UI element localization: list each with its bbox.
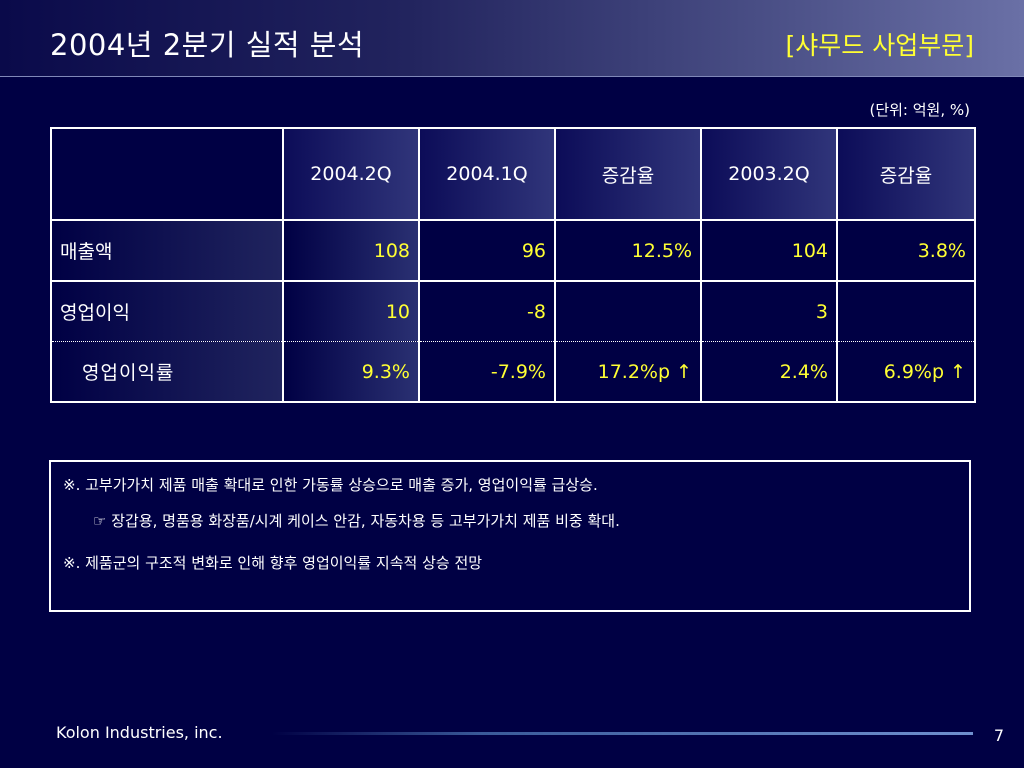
slide-title: 2004년 2분기 실적 분석 — [50, 28, 365, 62]
table-cell — [554, 280, 702, 342]
table-cell: 108 — [282, 219, 420, 282]
page-number: 7 — [993, 726, 1004, 745]
performance-table: 2004.2Q 2004.1Q 증감율 2003.2Q 증감율 매출액 108 … — [50, 127, 976, 403]
table-cell: 6.9%p ↑ — [836, 341, 976, 403]
table-cell: 10 — [282, 280, 420, 342]
row-label: 매출액 — [50, 219, 284, 282]
table-cell — [836, 280, 976, 342]
unit-note: (단위: 억원, %) — [869, 101, 970, 119]
table-cell: 3 — [700, 280, 838, 342]
note-line: ※. 제품군의 구조적 변화로 인해 향후 영업이익률 지속적 상승 전망 — [63, 554, 483, 572]
table-row: 영업이익 10 -8 3 — [50, 280, 976, 342]
table-row: 매출액 108 96 12.5% 104 3.8% — [50, 219, 976, 282]
table-header-cell: 증감율 — [836, 127, 976, 221]
table-row: 영업이익률 9.3% -7.9% 17.2%p ↑ 2.4% 6.9%p ↑ — [50, 341, 976, 403]
table-header-cell: 2003.2Q — [700, 127, 838, 221]
note-subline: ☞ 장갑용, 명품용 화장품/시계 케이스 안감, 자동차용 등 고부가가치 제… — [93, 512, 620, 530]
table-cell: 2.4% — [700, 341, 838, 403]
table-cell: -7.9% — [418, 341, 556, 403]
notes-box: ※. 고부가가치 제품 매출 확대로 인한 가동률 상승으로 매출 증가, 영업… — [49, 460, 971, 612]
table-cell: 96 — [418, 219, 556, 282]
table-header-cell: 2004.2Q — [282, 127, 420, 221]
table-cell: 9.3% — [282, 341, 420, 403]
section-label: [샤무드 사업부문] — [785, 31, 974, 60]
company-name: Kolon Industries, inc. — [56, 723, 223, 742]
footer-divider — [272, 732, 973, 735]
table-header-cell: 2004.1Q — [418, 127, 556, 221]
table-cell: 17.2%p ↑ — [554, 341, 702, 403]
row-label: 영업이익률 — [50, 341, 284, 403]
table-cell: 12.5% — [554, 219, 702, 282]
table-header-cell: 증감율 — [554, 127, 702, 221]
row-label: 영업이익 — [50, 280, 284, 342]
slide-header: 2004년 2분기 실적 분석 [샤무드 사업부문] — [0, 0, 1024, 77]
note-line: ※. 고부가가치 제품 매출 확대로 인한 가동률 상승으로 매출 증가, 영업… — [63, 476, 598, 494]
table-cell: 104 — [700, 219, 838, 282]
table-cell: -8 — [418, 280, 556, 342]
table-header-row: 2004.2Q 2004.1Q 증감율 2003.2Q 증감율 — [50, 127, 976, 221]
table-cell: 3.8% — [836, 219, 976, 282]
table-header-corner — [50, 127, 284, 221]
